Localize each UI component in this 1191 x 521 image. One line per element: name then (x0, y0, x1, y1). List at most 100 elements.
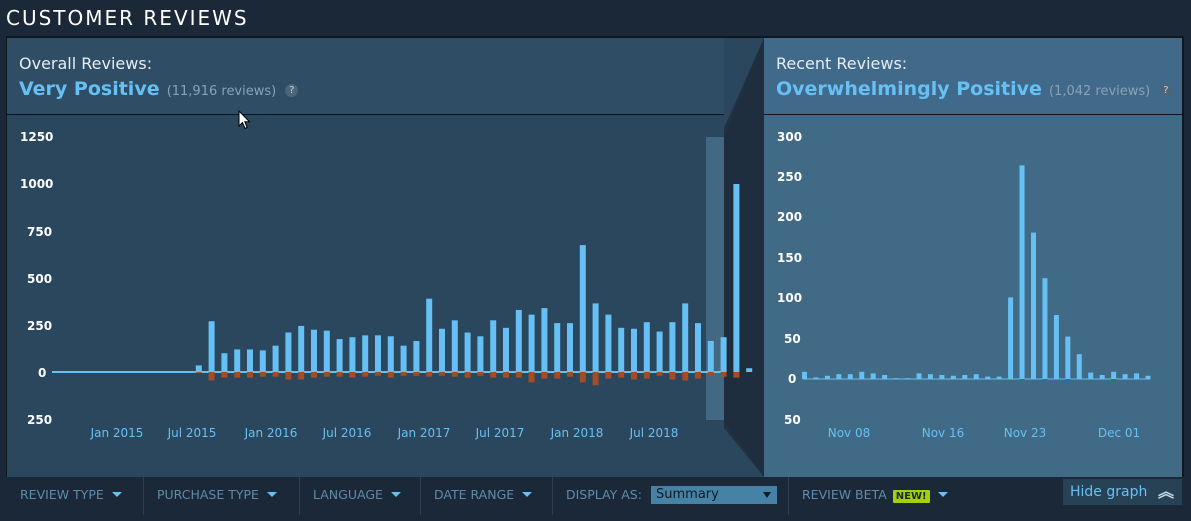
positive-review-bar[interactable] (893, 378, 899, 379)
positive-review-bar[interactable] (208, 321, 215, 372)
positive-review-bar[interactable] (1031, 232, 1036, 379)
positive-review-bar[interactable] (973, 374, 979, 379)
positive-review-bar[interactable] (950, 375, 956, 379)
negative-review-bar[interactable] (375, 372, 381, 376)
positive-review-bar[interactable] (515, 309, 522, 372)
positive-review-bar[interactable] (490, 320, 497, 372)
negative-review-bar[interactable] (528, 372, 535, 383)
positive-review-bar[interactable] (464, 332, 471, 372)
positive-review-bar[interactable] (733, 184, 740, 372)
positive-review-bar[interactable] (567, 323, 573, 372)
positive-review-bar[interactable] (1008, 297, 1014, 379)
positive-review-bar[interactable] (298, 325, 305, 372)
positive-review-bar[interactable] (916, 373, 922, 379)
positive-review-bar[interactable] (272, 345, 279, 372)
negative-review-bar[interactable] (631, 372, 637, 380)
positive-review-bar[interactable] (870, 373, 876, 379)
positive-review-bar[interactable] (927, 374, 933, 379)
positive-review-bar[interactable] (375, 335, 381, 372)
positive-review-bar[interactable] (234, 349, 241, 372)
recent-summary[interactable]: Overwhelmingly Positive (776, 78, 1042, 100)
positive-review-bar[interactable] (221, 353, 228, 372)
positive-review-bar[interactable] (631, 328, 637, 372)
negative-review-bar[interactable] (720, 372, 727, 377)
positive-review-bar[interactable] (985, 376, 991, 379)
positive-review-bar[interactable] (1053, 315, 1059, 379)
positive-review-bar[interactable] (285, 332, 292, 372)
positive-review-bar[interactable] (413, 340, 420, 372)
positive-review-bar[interactable] (669, 322, 676, 372)
positive-review-bar[interactable] (746, 368, 753, 372)
positive-review-bar[interactable] (802, 371, 807, 379)
positive-review-bar[interactable] (847, 374, 853, 379)
overall-summary[interactable]: Very Positive (19, 78, 160, 100)
positive-review-bar[interactable] (554, 323, 561, 372)
negative-review-bar[interactable] (400, 372, 407, 376)
negative-review-bar[interactable] (1019, 379, 1025, 380)
date-range-dropdown[interactable]: DATE RANGE (434, 487, 533, 502)
negative-review-bar[interactable] (554, 372, 561, 379)
positive-review-bar[interactable] (859, 371, 865, 379)
negative-review-bar[interactable] (541, 372, 548, 379)
positive-review-bar[interactable] (695, 323, 701, 372)
positive-review-bar[interactable] (541, 308, 548, 372)
negative-review-bar[interactable] (618, 372, 625, 378)
positive-review-bar[interactable] (336, 339, 343, 372)
negative-review-bar[interactable] (349, 372, 356, 378)
positive-review-bar[interactable] (962, 375, 968, 379)
positive-review-bar[interactable] (882, 375, 888, 379)
positive-review-bar[interactable] (813, 377, 819, 379)
purchase-type-dropdown[interactable]: PURCHASE TYPE (157, 487, 277, 502)
positive-review-bar[interactable] (579, 245, 586, 372)
positive-review-bar[interactable] (824, 375, 830, 379)
help-icon[interactable]: ? (285, 84, 299, 97)
negative-review-bar[interactable] (336, 372, 343, 377)
positive-review-bar[interactable] (996, 376, 1002, 379)
positive-review-bar[interactable] (1145, 375, 1151, 379)
negative-review-bar[interactable] (567, 372, 573, 377)
negative-review-bar[interactable] (464, 372, 471, 378)
positive-review-bar[interactable] (618, 327, 625, 372)
negative-review-bar[interactable] (221, 372, 228, 378)
positive-review-bar[interactable] (605, 314, 612, 372)
positive-review-bar[interactable] (1065, 336, 1071, 379)
positive-review-bar[interactable] (477, 336, 484, 372)
negative-review-bar[interactable] (362, 372, 369, 377)
positive-review-bar[interactable] (905, 378, 911, 379)
positive-review-bar[interactable] (528, 314, 535, 372)
help-icon[interactable]: ? (1159, 84, 1173, 97)
positive-review-bar[interactable] (195, 365, 202, 372)
negative-review-bar[interactable] (605, 372, 612, 379)
negative-review-bar[interactable] (234, 372, 241, 378)
positive-review-bar[interactable] (592, 303, 599, 372)
negative-review-bar[interactable] (413, 372, 420, 376)
negative-review-bar[interactable] (387, 372, 394, 378)
negative-review-bar[interactable] (592, 372, 599, 386)
negative-review-bar[interactable] (426, 372, 433, 377)
positive-review-bar[interactable] (1122, 374, 1128, 379)
negative-review-bar[interactable] (477, 372, 484, 376)
positive-review-bar[interactable] (1099, 375, 1105, 379)
positive-review-bar[interactable] (707, 340, 714, 372)
negative-review-bar[interactable] (490, 372, 497, 378)
negative-review-bar[interactable] (247, 372, 253, 378)
negative-review-bar[interactable] (695, 372, 701, 379)
negative-review-bar[interactable] (439, 372, 445, 376)
display-as-select[interactable]: Summary (651, 486, 777, 504)
negative-review-bar[interactable] (682, 372, 689, 381)
positive-review-bar[interactable] (656, 331, 663, 372)
negative-review-bar[interactable] (1111, 379, 1117, 380)
positive-review-bar[interactable] (387, 336, 394, 372)
negative-review-bar[interactable] (656, 372, 663, 376)
positive-review-bar[interactable] (503, 327, 509, 372)
review-type-dropdown[interactable]: REVIEW TYPE (20, 487, 122, 502)
negative-review-bar[interactable] (503, 372, 509, 378)
negative-review-bar[interactable] (451, 372, 458, 377)
negative-review-bar[interactable] (208, 372, 215, 381)
positive-review-bar[interactable] (682, 303, 689, 372)
positive-review-bar[interactable] (349, 337, 356, 372)
positive-review-bar[interactable] (1019, 165, 1025, 379)
positive-review-bar[interactable] (400, 345, 407, 372)
